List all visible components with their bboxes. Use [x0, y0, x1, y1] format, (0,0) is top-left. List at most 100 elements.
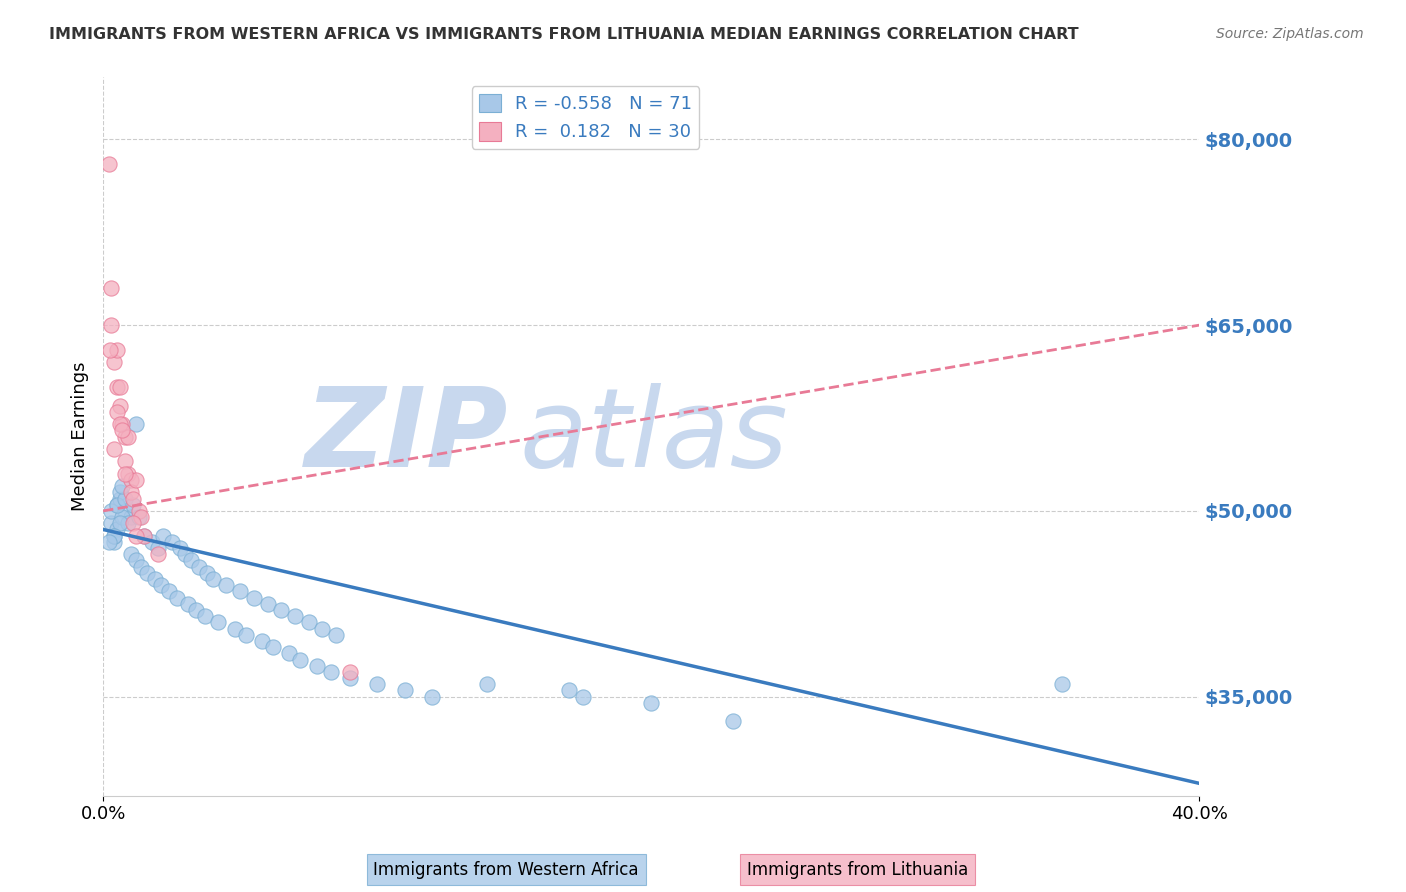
Point — [180, 553, 202, 567]
Point — [108, 380, 131, 394]
Y-axis label: Median Earnings: Median Earnings — [72, 362, 89, 511]
Text: Source: ZipAtlas.com: Source: ZipAtlas.com — [1216, 27, 1364, 41]
Point — [120, 473, 142, 487]
Point — [229, 584, 252, 599]
Point — [262, 640, 284, 654]
Point — [250, 634, 273, 648]
Point — [105, 343, 128, 357]
Point — [339, 671, 361, 685]
Point — [105, 498, 128, 512]
Point — [157, 584, 180, 599]
Point — [325, 628, 347, 642]
Point — [111, 417, 134, 432]
Text: Immigrants from Lithuania: Immigrants from Lithuania — [747, 861, 969, 879]
Point — [111, 510, 134, 524]
Point — [108, 491, 131, 506]
Text: atlas: atlas — [520, 383, 789, 490]
Point — [122, 491, 145, 506]
Point — [105, 380, 128, 394]
Point — [100, 504, 122, 518]
Point — [122, 516, 145, 531]
Point — [215, 578, 238, 592]
Text: IMMIGRANTS FROM WESTERN AFRICA VS IMMIGRANTS FROM LITHUANIA MEDIAN EARNINGS CORR: IMMIGRANTS FROM WESTERN AFRICA VS IMMIGR… — [49, 27, 1078, 42]
Point — [105, 498, 128, 512]
Point — [111, 479, 134, 493]
Point — [114, 504, 136, 518]
Point — [298, 615, 321, 630]
Point — [193, 609, 215, 624]
Point — [160, 534, 183, 549]
Point — [125, 553, 148, 567]
Point — [284, 609, 307, 624]
Point — [97, 157, 120, 171]
Point — [103, 442, 125, 456]
Text: Immigrants from Western Africa: Immigrants from Western Africa — [374, 861, 638, 879]
Point — [152, 529, 174, 543]
Point — [120, 547, 142, 561]
Point — [723, 714, 745, 729]
Point — [134, 529, 156, 543]
Point — [117, 516, 139, 531]
Point — [143, 572, 166, 586]
Point — [114, 491, 136, 506]
Point — [169, 541, 191, 555]
Point — [103, 355, 125, 369]
Point — [224, 622, 246, 636]
Point — [105, 405, 128, 419]
Point — [174, 547, 197, 561]
Point — [108, 417, 131, 432]
Point — [243, 591, 266, 605]
Point — [125, 473, 148, 487]
Point — [311, 622, 333, 636]
Point — [195, 566, 218, 580]
Point — [117, 467, 139, 481]
Point — [105, 523, 128, 537]
Point — [188, 559, 211, 574]
Point — [207, 615, 229, 630]
Point — [131, 510, 153, 524]
Point — [394, 683, 416, 698]
Point — [305, 658, 328, 673]
Point — [128, 504, 150, 518]
Point — [256, 597, 278, 611]
Point — [122, 498, 145, 512]
Point — [475, 677, 498, 691]
Point — [108, 399, 131, 413]
Legend: R = -0.558   N = 71, R =  0.182   N = 30: R = -0.558 N = 71, R = 0.182 N = 30 — [471, 87, 699, 149]
Point — [177, 597, 200, 611]
Point — [319, 665, 342, 679]
Point — [558, 683, 581, 698]
Point — [98, 343, 121, 357]
Point — [108, 485, 131, 500]
Point — [128, 510, 150, 524]
Point — [100, 516, 122, 531]
Point — [141, 534, 163, 549]
Point — [120, 510, 142, 524]
Point — [134, 529, 156, 543]
Point — [166, 591, 188, 605]
Point — [108, 516, 131, 531]
Point — [146, 541, 169, 555]
Point — [125, 529, 148, 543]
Point — [103, 529, 125, 543]
Point — [125, 417, 148, 432]
Point — [136, 566, 159, 580]
Point — [339, 665, 361, 679]
Point — [117, 429, 139, 443]
Point — [186, 603, 208, 617]
Point — [114, 429, 136, 443]
Point — [111, 424, 134, 438]
Point — [278, 646, 301, 660]
Point — [366, 677, 388, 691]
Point — [1052, 677, 1074, 691]
Point — [120, 485, 142, 500]
Point — [571, 690, 593, 704]
Point — [131, 559, 153, 574]
Point — [640, 696, 662, 710]
Point — [103, 529, 125, 543]
Point — [100, 281, 122, 295]
Point — [146, 547, 169, 561]
Point — [270, 603, 292, 617]
Point — [97, 534, 120, 549]
Point — [114, 454, 136, 468]
